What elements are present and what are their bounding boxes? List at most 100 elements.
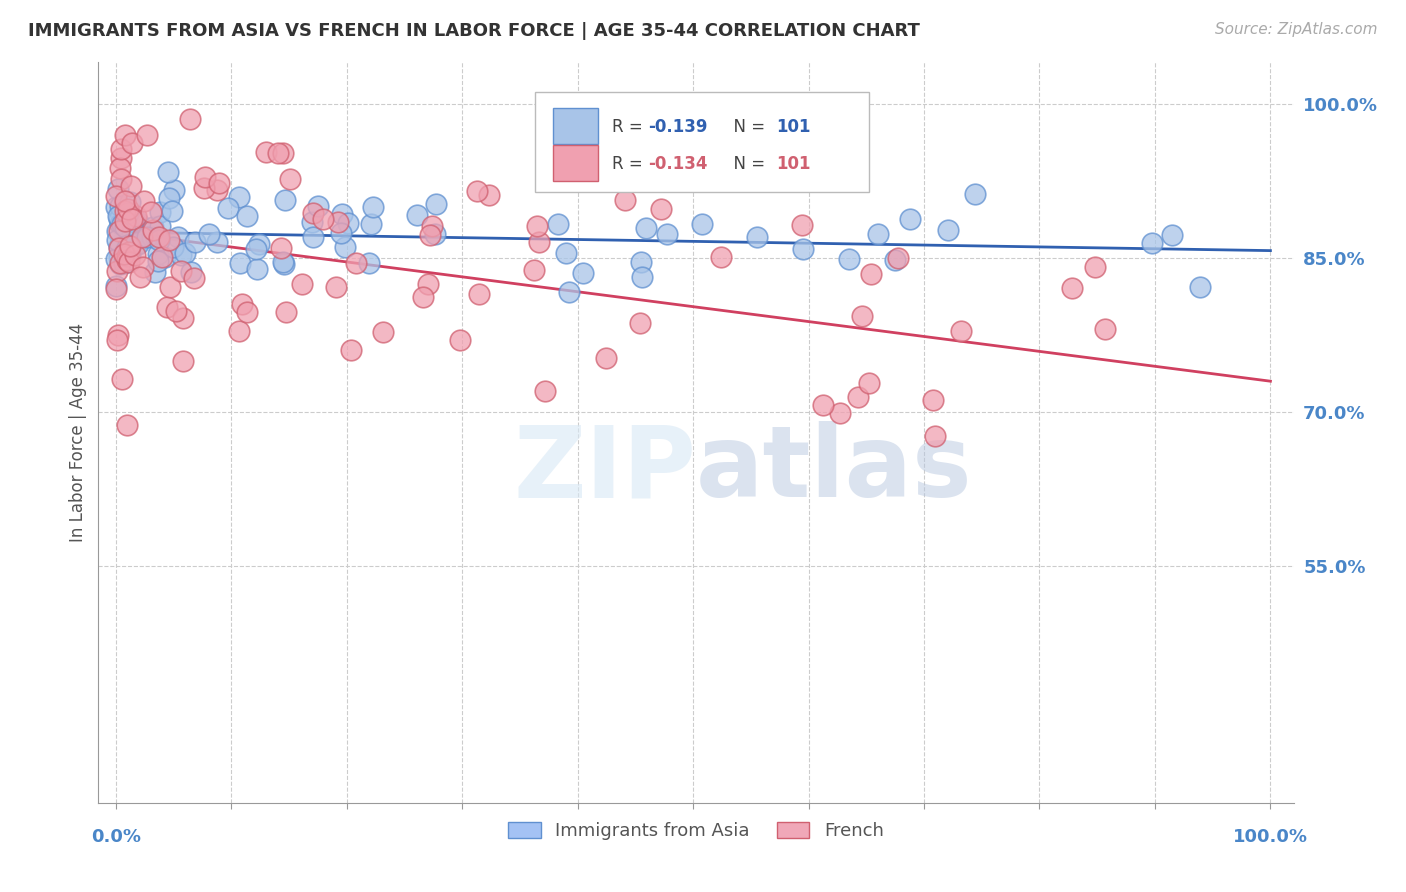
Point	[183, 235, 205, 250]
Point	[110, 151, 132, 165]
Point	[149, 219, 172, 233]
FancyBboxPatch shape	[553, 108, 598, 144]
Point	[114, 252, 136, 267]
Point	[115, 252, 138, 267]
Point	[118, 255, 141, 269]
Point	[235, 209, 257, 223]
Point	[273, 257, 295, 271]
Point	[325, 280, 347, 294]
Point	[156, 300, 179, 314]
Point	[115, 417, 138, 432]
Point	[110, 236, 132, 251]
Point	[183, 270, 205, 285]
Point	[105, 279, 128, 293]
Point	[858, 376, 880, 391]
Point	[1161, 227, 1184, 242]
Point	[291, 277, 314, 291]
Point	[1084, 260, 1107, 275]
Point	[117, 205, 139, 219]
Point	[936, 223, 959, 237]
Point	[246, 261, 269, 276]
Point	[534, 384, 557, 399]
Point	[898, 212, 921, 227]
Text: -0.134: -0.134	[648, 155, 707, 173]
Point	[631, 269, 654, 284]
Point	[107, 327, 129, 342]
Point	[423, 227, 446, 242]
Point	[150, 250, 173, 264]
Point	[245, 242, 267, 256]
Point	[108, 212, 131, 227]
Point	[149, 205, 172, 219]
Point	[312, 211, 335, 226]
Point	[860, 267, 883, 281]
Point	[301, 230, 323, 244]
Point	[127, 237, 149, 252]
Point	[527, 235, 550, 250]
Point	[172, 354, 194, 368]
Text: -0.139: -0.139	[648, 118, 707, 136]
Point	[114, 128, 136, 142]
Point	[254, 145, 277, 159]
Point	[628, 316, 651, 330]
Point	[121, 136, 143, 150]
Point	[330, 227, 353, 241]
Point	[271, 255, 294, 269]
Point	[118, 239, 141, 253]
Point	[924, 429, 946, 443]
Point	[301, 215, 323, 229]
Point	[792, 219, 814, 233]
Point	[114, 243, 136, 257]
Point	[307, 199, 329, 213]
Point	[105, 263, 128, 277]
Text: N =: N =	[724, 118, 770, 136]
Point	[650, 202, 672, 216]
Point	[270, 241, 292, 255]
Text: N =: N =	[724, 155, 770, 173]
Text: Source: ZipAtlas.com: Source: ZipAtlas.com	[1215, 22, 1378, 37]
Point	[163, 183, 186, 197]
Point	[107, 182, 129, 196]
Point	[122, 214, 145, 228]
Text: 0.0%: 0.0%	[91, 828, 141, 846]
Point	[846, 390, 869, 404]
FancyBboxPatch shape	[553, 145, 598, 181]
Point	[179, 112, 201, 126]
Point	[950, 324, 973, 338]
Point	[198, 227, 221, 241]
Point	[120, 208, 142, 222]
Point	[160, 203, 183, 218]
Point	[217, 201, 239, 215]
Point	[614, 193, 637, 207]
Point	[107, 233, 129, 247]
Point	[165, 304, 187, 318]
Point	[884, 253, 907, 268]
Point	[129, 269, 152, 284]
Point	[406, 209, 429, 223]
Point	[118, 194, 141, 209]
Point	[247, 237, 270, 252]
Point	[105, 224, 128, 238]
Point	[655, 227, 678, 241]
Point	[112, 256, 135, 270]
Legend: Immigrants from Asia, French: Immigrants from Asia, French	[499, 813, 893, 849]
Point	[571, 266, 593, 280]
Point	[425, 197, 447, 211]
Y-axis label: In Labor Force | Age 35-44: In Labor Force | Age 35-44	[69, 323, 87, 542]
Point	[112, 247, 135, 261]
Point	[830, 406, 852, 420]
Point	[114, 213, 136, 227]
Point	[557, 285, 579, 300]
Point	[107, 250, 129, 264]
Point	[419, 227, 441, 242]
Point	[745, 229, 768, 244]
Point	[1094, 322, 1116, 336]
Point	[207, 183, 229, 197]
Point	[326, 215, 349, 229]
Point	[120, 239, 142, 253]
Point	[155, 250, 177, 264]
Point	[595, 351, 617, 365]
Point	[148, 254, 170, 268]
Point	[359, 256, 381, 270]
Point	[271, 145, 294, 160]
